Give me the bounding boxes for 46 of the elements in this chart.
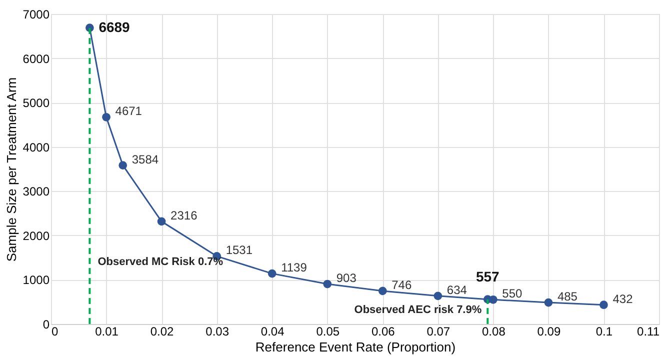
data-label: 746 bbox=[392, 278, 412, 292]
data-label: 634 bbox=[446, 282, 468, 297]
data-label: 4671 bbox=[115, 104, 142, 118]
data-label: 557 bbox=[476, 268, 500, 284]
x-tick-label: 0.06 bbox=[371, 324, 396, 338]
y-tick-label: 6000 bbox=[22, 52, 50, 66]
x-tick-label: 0.03 bbox=[206, 324, 230, 338]
x-tick-label: 0.04 bbox=[260, 324, 285, 338]
data-label: 903 bbox=[336, 271, 357, 286]
point bbox=[434, 292, 442, 300]
data-label: 1139 bbox=[281, 260, 308, 275]
x-axis-title: Reference Event Rate (Proportion) bbox=[255, 340, 456, 354]
x-tick-label: 0.09 bbox=[537, 324, 561, 338]
y-tick-label: 1000 bbox=[22, 273, 50, 288]
y-tick-label: 5000 bbox=[22, 96, 50, 110]
point bbox=[323, 280, 332, 288]
y-axis-title: Sample Size per Treatment Arm bbox=[4, 77, 19, 262]
x-tick-label: 0.1 bbox=[596, 324, 613, 338]
data-label: 2316 bbox=[170, 208, 198, 222]
point bbox=[544, 298, 553, 307]
x-tick-label: 0.08 bbox=[482, 324, 506, 338]
data-label: 550 bbox=[502, 286, 523, 301]
point bbox=[489, 295, 498, 304]
x-tick-label: 0.07 bbox=[426, 324, 450, 338]
y-tick-label: 2000 bbox=[22, 228, 50, 243]
ref-line-label: Observed MC Risk 0.7% bbox=[98, 256, 224, 268]
ref-line-label: Observed AEC risk 7.9% bbox=[354, 304, 482, 316]
data-label: 1531 bbox=[226, 243, 253, 258]
point bbox=[378, 286, 387, 296]
data-label: 3584 bbox=[132, 152, 159, 166]
point bbox=[118, 161, 128, 170]
point bbox=[268, 269, 276, 278]
x-tick-label: 0.01 bbox=[95, 324, 119, 338]
data-label: 485 bbox=[557, 290, 578, 304]
x-tick-label: 0.05 bbox=[316, 324, 340, 338]
point bbox=[157, 217, 166, 226]
point bbox=[102, 112, 110, 122]
y-tick-label: 4000 bbox=[22, 140, 50, 154]
x-tick-label: 0.11 bbox=[637, 324, 660, 338]
x-tick-label: 0 bbox=[52, 324, 58, 338]
data-label: 432 bbox=[612, 292, 634, 306]
y-tick-label: 3000 bbox=[22, 184, 50, 199]
y-tick-label: 7000 bbox=[22, 8, 50, 22]
x-tick-label: 0.02 bbox=[150, 324, 174, 338]
data-label: 6689 bbox=[98, 18, 130, 35]
point bbox=[600, 300, 608, 310]
